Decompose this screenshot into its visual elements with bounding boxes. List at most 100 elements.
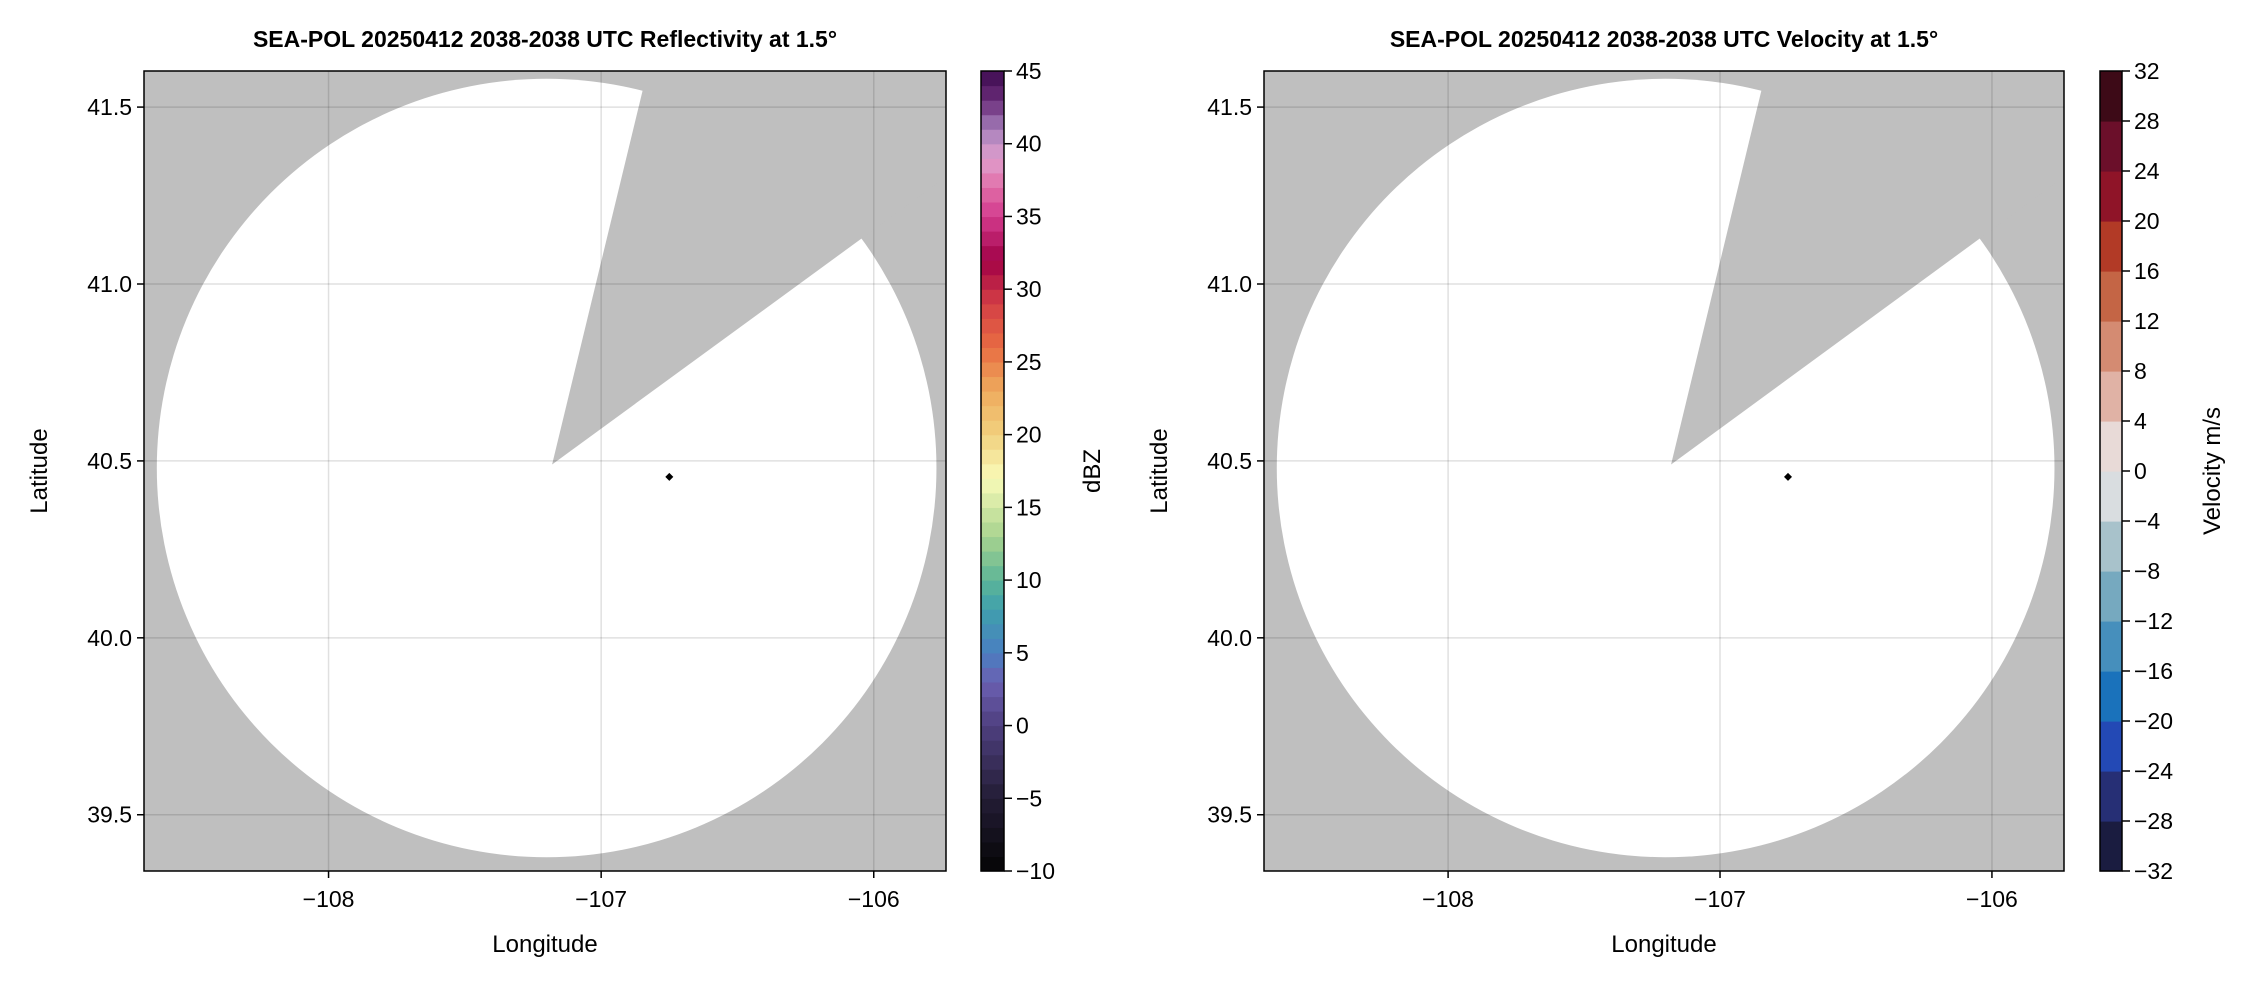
- colorbar-tick-label: −12: [2134, 608, 2173, 634]
- colorbar-bin: [2100, 371, 2122, 422]
- colorbar-bin: [2100, 821, 2122, 872]
- radar-site-marker: [665, 472, 674, 481]
- colorbar-tick-label: 40: [1016, 131, 1042, 157]
- colorbar-bin: [981, 856, 1004, 872]
- colorbar-bin: [981, 667, 1004, 683]
- colorbar-tick-label: 45: [1016, 58, 1042, 84]
- colorbar-bin: [2100, 571, 2122, 622]
- colorbar-tick-label: 10: [1016, 567, 1042, 593]
- colorbar-frame: [980, 70, 1005, 872]
- colorbar-tick-label: −32: [2134, 858, 2173, 884]
- colorbar-tick-label: −20: [2134, 708, 2173, 734]
- colorbar-bin: [981, 158, 1004, 174]
- y-tick-label: 41.5: [87, 94, 132, 120]
- colorbar-bin: [981, 100, 1004, 116]
- colorbar-bin: [981, 85, 1004, 101]
- x-tick-label: −108: [1422, 886, 1474, 912]
- y-tick-label: 39.5: [1207, 802, 1252, 828]
- colorbar-bin: [2100, 421, 2122, 472]
- x-tick-label: −106: [1966, 886, 2018, 912]
- colorbar-bin: [981, 361, 1004, 378]
- colorbar-tick-label: 0: [2134, 458, 2147, 484]
- colorbar-bin: [981, 71, 1004, 87]
- blocked-sector: [1671, 71, 2064, 465]
- colorbar-bin: [2100, 721, 2122, 772]
- colorbar-bin: [2100, 121, 2122, 172]
- colorbar-tick-label: −28: [2134, 808, 2173, 834]
- y-tick-label: 41.5: [1207, 94, 1252, 120]
- colorbar-bin: [981, 245, 1004, 261]
- colorbar-bin: [981, 391, 1004, 407]
- colorbar-bin: [981, 347, 1004, 363]
- colorbar-bin: [981, 521, 1004, 538]
- colorbar-bin: [981, 536, 1004, 552]
- colorbar-bin: [2100, 71, 2122, 122]
- colorbar-bin: [981, 652, 1004, 668]
- y-tick-label: 40.0: [87, 625, 132, 651]
- y-tick-label: 39.5: [87, 802, 132, 828]
- colorbar-bin: [981, 449, 1004, 465]
- colorbar-tick-label: 5: [1016, 640, 1029, 666]
- colorbar-bin: [981, 231, 1004, 247]
- x-tick-label: −107: [575, 886, 627, 912]
- colorbar-bin: [2100, 321, 2122, 372]
- colorbar-bin: [981, 289, 1004, 305]
- colorbar-bin: [2100, 771, 2122, 822]
- colorbar-tick-label: 12: [2134, 308, 2160, 334]
- y-tick-label: 40.0: [1207, 625, 1252, 651]
- colorbar-tick-label: 30: [1016, 276, 1042, 302]
- plot-area: [144, 71, 946, 871]
- y-axis-label: Latitude: [1146, 428, 1173, 513]
- colorbar-bin: [981, 434, 1004, 450]
- colorbar: −10 −5 0 5 10 15 20 25 30 35 40 45 dBZ: [980, 58, 1106, 884]
- y-tick-label: 41.0: [1207, 271, 1252, 297]
- colorbar-bin: [981, 551, 1004, 567]
- x-axis-label: Longitude: [492, 931, 597, 958]
- colorbar-bin: [2100, 621, 2122, 672]
- colorbar-bin: [981, 420, 1004, 436]
- colorbar-bin: [981, 303, 1004, 319]
- colorbar-bin: [981, 565, 1004, 581]
- x-axis-label: Longitude: [1611, 931, 1716, 958]
- x-tick-label: −108: [303, 886, 355, 912]
- colorbar-tick-label: 25: [1016, 349, 1042, 375]
- axes-frame: [1263, 70, 2065, 872]
- colorbar-label: Velocity m/s: [2199, 407, 2226, 535]
- colorbar-bin: [981, 478, 1004, 494]
- colorbar-bin: [981, 332, 1004, 348]
- colorbar-bin: [981, 260, 1004, 276]
- colorbar-bin: [981, 594, 1004, 610]
- colorbar: −32 −28 −24 −20 −16 −12 −8 −4 0 4 8 12 16 20 24 28 32 Vel…: [2099, 58, 2226, 884]
- x-tick-label: −107: [1694, 886, 1746, 912]
- colorbar-bin: [981, 201, 1004, 218]
- colorbar-bin: [981, 638, 1004, 654]
- colorbar-bin: [981, 376, 1004, 392]
- colorbar-tick-label: 4: [2134, 408, 2147, 434]
- colorbar-tick-label: −5: [1016, 785, 1042, 811]
- colorbar-tick-label: −4: [2134, 508, 2160, 534]
- colorbar-tick-label: −10: [1016, 858, 1055, 884]
- colorbar-bin: [981, 827, 1004, 843]
- colorbar-bin: [981, 492, 1004, 508]
- colorbar-tick-label: 32: [2134, 58, 2160, 84]
- y-axis-label: Latitude: [26, 428, 53, 513]
- colorbar-bin: [981, 783, 1004, 799]
- colorbar-bin: [981, 580, 1004, 596]
- colorbar-tick-label: 20: [1016, 422, 1042, 448]
- colorbar-tick-label: 20: [2134, 208, 2160, 234]
- radar-site-marker: [1783, 472, 1792, 481]
- y-tick-label: 40.5: [1207, 448, 1252, 474]
- colorbar-bin: [981, 143, 1004, 159]
- colorbar-bin: [981, 609, 1004, 625]
- blocked-sector: [552, 71, 946, 465]
- colorbar-bin: [981, 507, 1004, 523]
- colorbar-tick-label: 16: [2134, 258, 2160, 284]
- colorbar-bin: [2100, 221, 2122, 272]
- colorbar-bin: [981, 172, 1004, 188]
- colorbar-bin: [981, 681, 1004, 698]
- colorbar-tick-label: −24: [2134, 758, 2173, 784]
- colorbar-bin: [2100, 271, 2122, 322]
- colorbar-bin: [981, 812, 1004, 828]
- colorbar-bin: [981, 463, 1004, 479]
